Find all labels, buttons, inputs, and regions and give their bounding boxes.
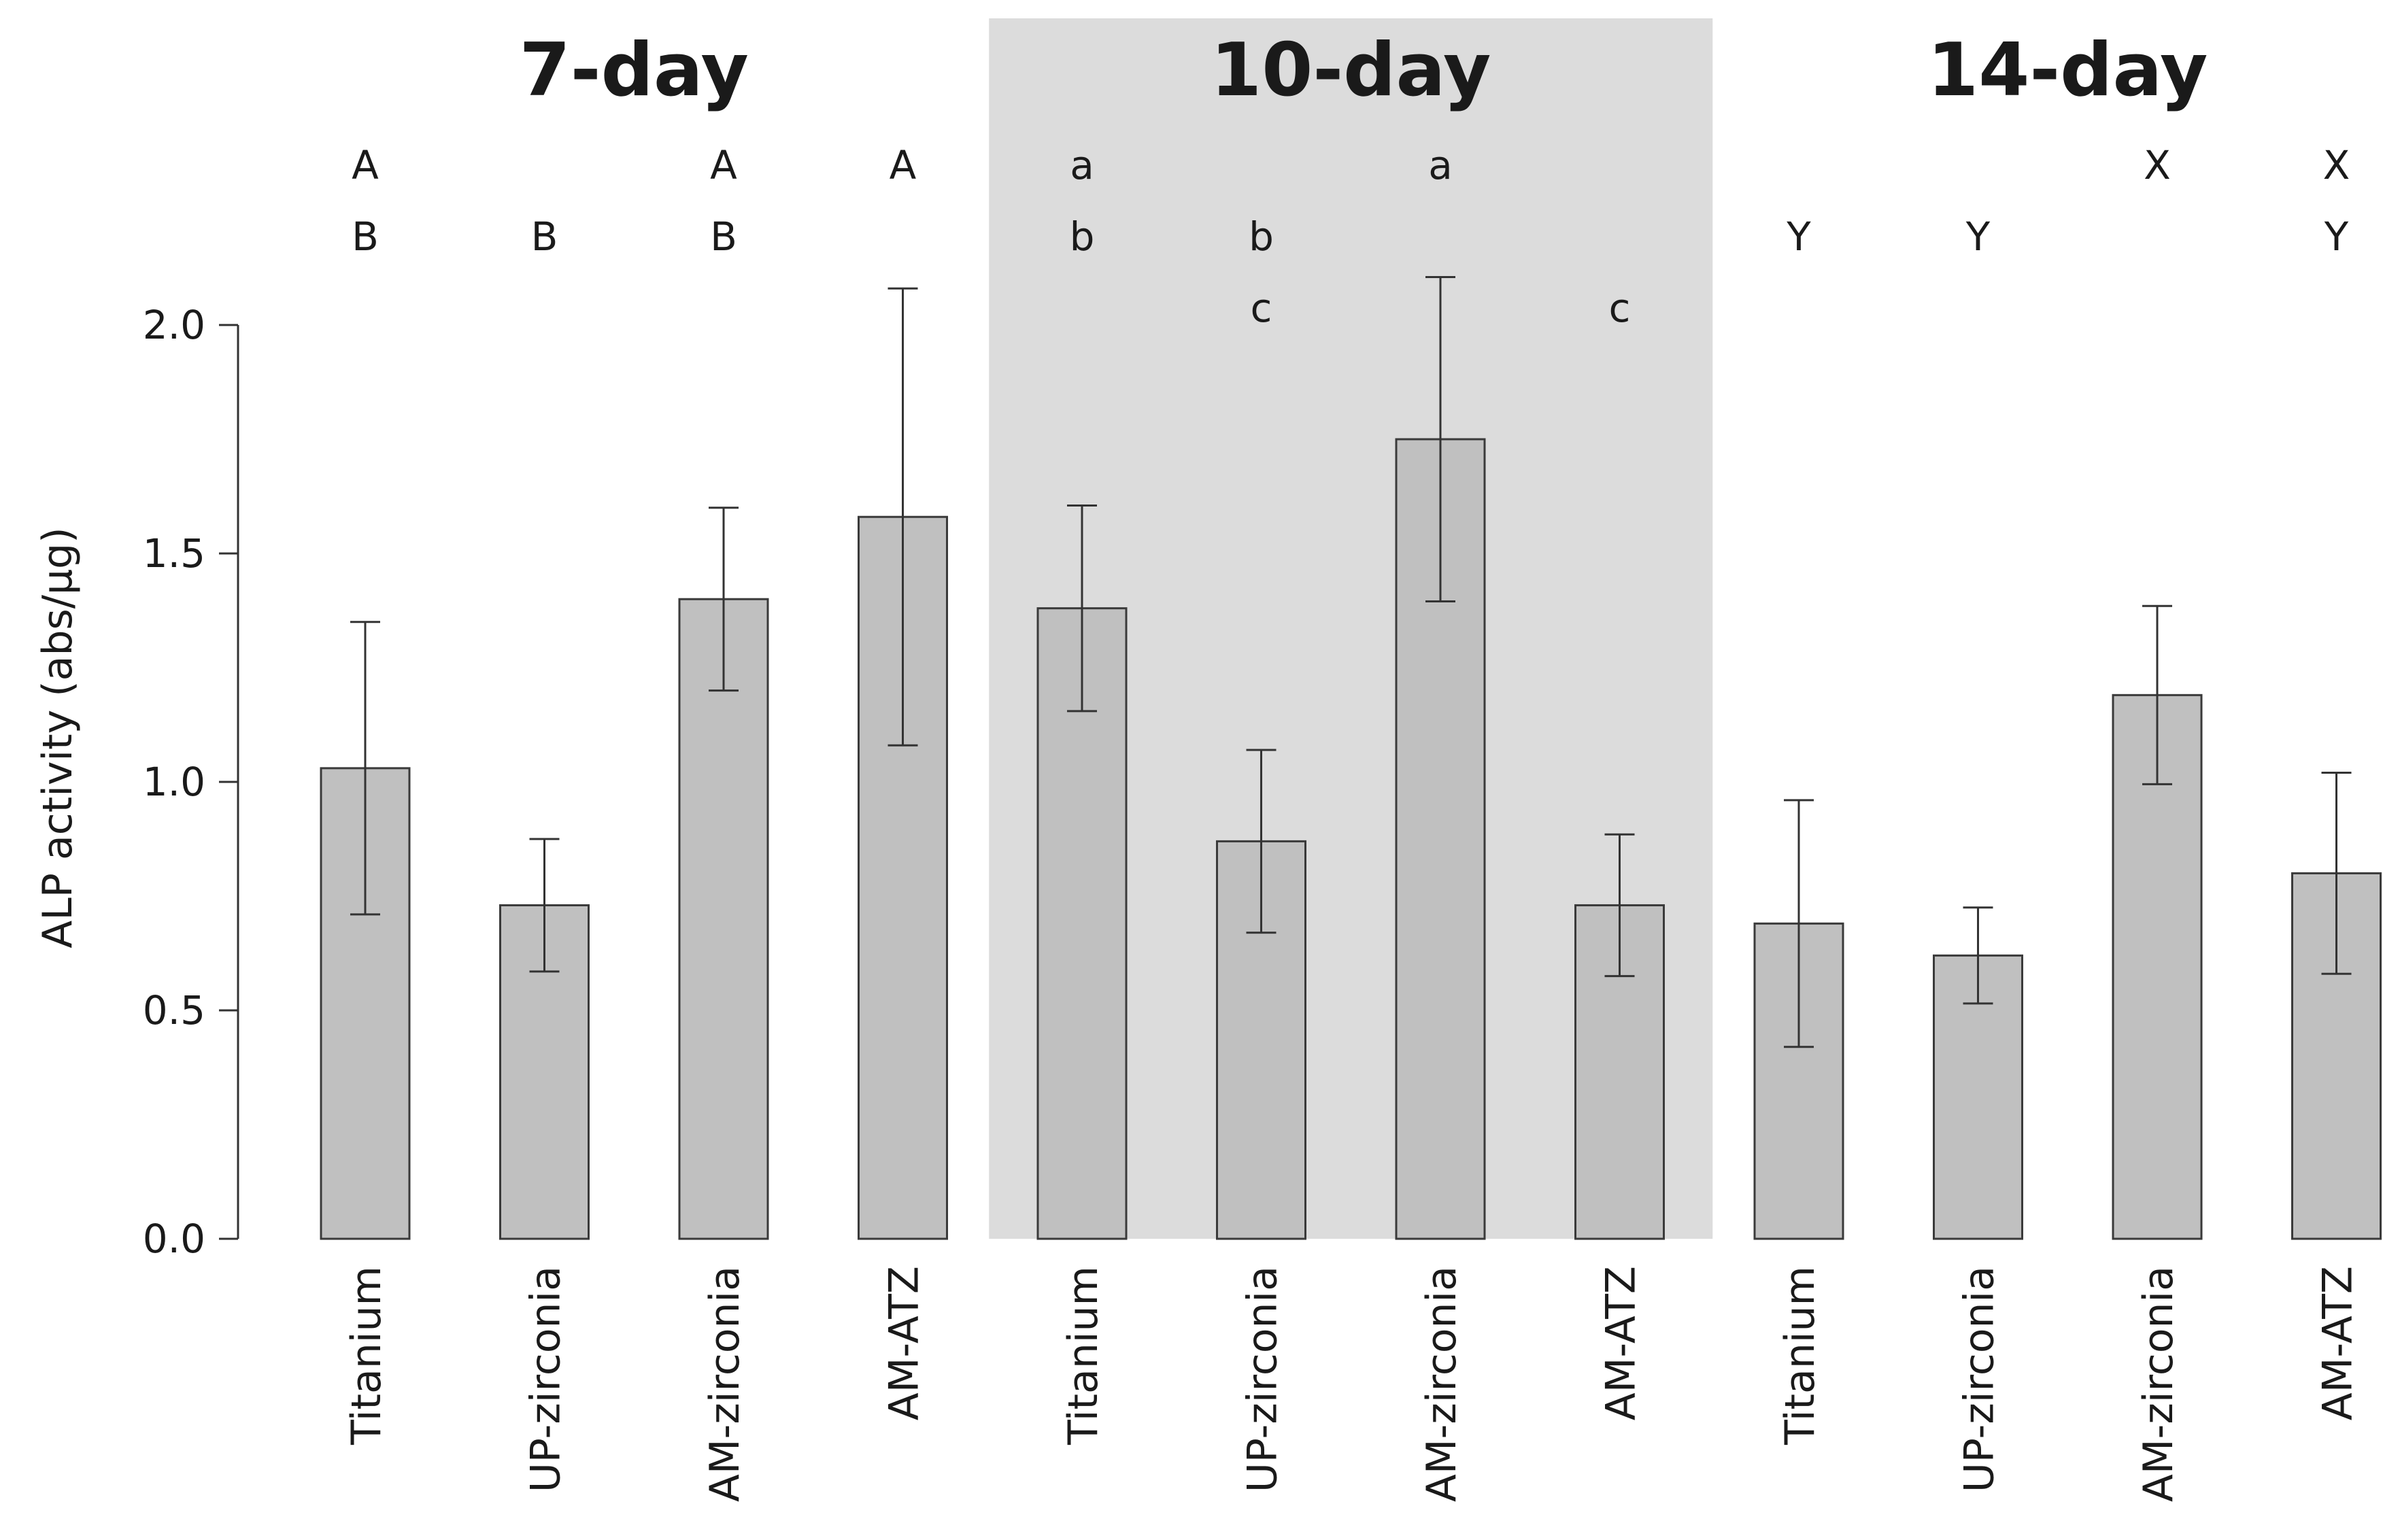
significance-letter: b — [1249, 213, 1274, 260]
category-label: AM-ATZ — [2314, 1266, 2362, 1420]
group-title: 10-day — [1211, 28, 1491, 113]
significance-letter: a — [1070, 142, 1094, 188]
significance-letter: X — [2323, 142, 2350, 188]
group-title: 7-day — [520, 28, 749, 113]
significance-letter: c — [1609, 285, 1631, 331]
labels: 7-dayABTitaniumBUP-zirconiaABAM-zirconia… — [343, 28, 2362, 1502]
category-label: AM-ATZ — [1598, 1266, 1645, 1420]
y-axis-label: ALP activity (abs/µg) — [34, 527, 82, 948]
bar — [1036, 607, 1128, 1240]
y-tick-label: 2.0 — [143, 302, 205, 348]
significance-letter: Y — [2324, 213, 2349, 260]
category-label: UP-zirconia — [1239, 1266, 1287, 1492]
y-tick-label: 1.0 — [143, 759, 205, 805]
y-tick-label: 0.0 — [143, 1216, 205, 1262]
category-label: Titanium — [343, 1266, 390, 1445]
bar — [678, 598, 769, 1240]
y-tick-label: 0.5 — [143, 987, 205, 1033]
significance-letter: c — [1251, 285, 1272, 331]
y-axis: 0.0 0.5 1.0 1.5 2.0 — [143, 302, 239, 1262]
y-tick-label: 1.5 — [143, 530, 205, 577]
category-label: Titanium — [1060, 1266, 1107, 1445]
significance-letter: A — [710, 142, 737, 188]
bar — [2112, 694, 2203, 1240]
significance-letter: Y — [1786, 213, 1811, 260]
category-label: AM-zirconia — [701, 1266, 749, 1502]
significance-letter: b — [1070, 213, 1095, 260]
category-label: Titanium — [1776, 1266, 1824, 1445]
group-title: 14-day — [1927, 28, 2208, 113]
category-label: UP-zirconia — [1956, 1266, 2004, 1492]
significance-letter: B — [531, 213, 558, 260]
bars — [320, 275, 2382, 1240]
category-label: UP-zirconia — [522, 1266, 570, 1492]
significance-letter: Y — [1965, 213, 1991, 260]
significance-letter: A — [352, 142, 379, 188]
significance-letter: A — [890, 142, 917, 188]
category-label: AM-zirconia — [1418, 1266, 1466, 1502]
significance-letter: X — [2144, 142, 2171, 188]
significance-letter: B — [352, 213, 379, 260]
category-label: AM-ATZ — [881, 1266, 928, 1420]
significance-letter: a — [1428, 142, 1453, 188]
category-label: AM-zirconia — [2135, 1266, 2182, 1502]
significance-letter: B — [710, 213, 737, 260]
